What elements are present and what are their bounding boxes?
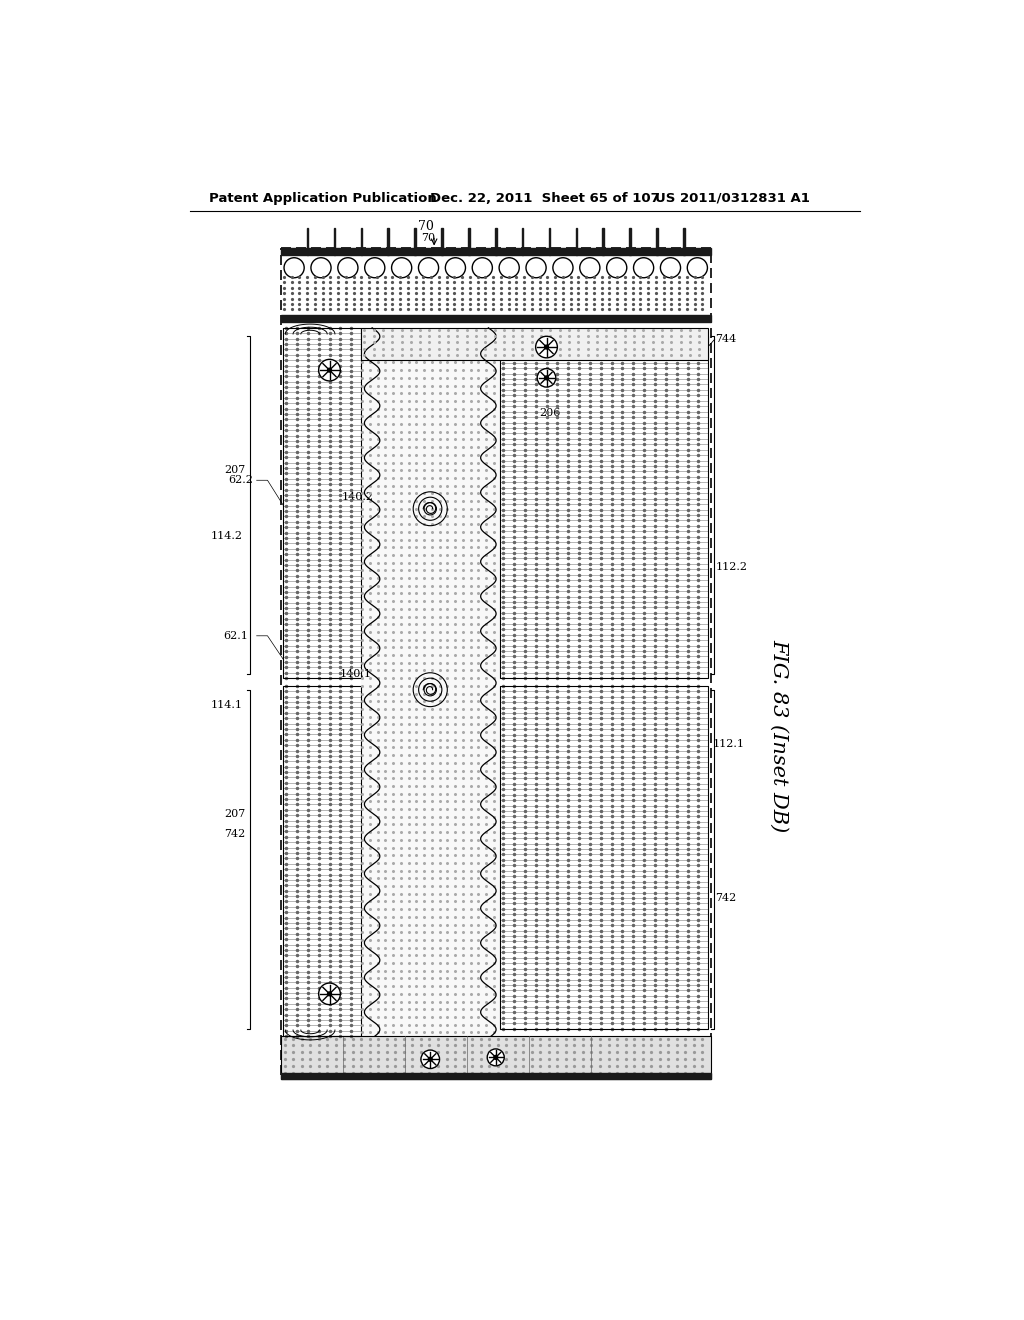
Text: US 2011/0312831 A1: US 2011/0312831 A1 [655,191,810,205]
Bar [500,335,709,678]
Bar [549,228,550,255]
Text: 114.1: 114.1 [211,700,243,710]
Bar [307,228,308,255]
Bar [281,248,711,255]
Text: 114.2: 114.2 [211,531,243,541]
Text: FIG. 83 (Inset DB): FIG. 83 (Inset DB) [769,639,788,833]
Bar [415,228,416,255]
Bar [500,686,709,1028]
Text: 742: 742 [716,892,736,903]
Circle shape [487,1049,504,1065]
Circle shape [494,1056,498,1059]
Text: 62.2: 62.2 [228,475,254,486]
Bar [630,228,631,255]
Bar [283,686,360,1036]
Text: 70: 70 [419,220,434,234]
Bar [281,315,711,322]
Bar [283,327,360,678]
Bar [495,228,497,255]
Text: 206: 206 [539,408,560,417]
Text: 70: 70 [421,234,435,243]
Circle shape [536,337,557,358]
Text: 742: 742 [224,829,246,840]
Circle shape [538,368,556,387]
Bar [500,335,709,678]
Circle shape [545,376,549,380]
Bar [656,228,657,255]
Bar [441,228,442,255]
Text: 207: 207 [224,465,246,475]
Circle shape [545,345,549,348]
Bar [360,327,709,360]
Text: 112.1: 112.1 [713,739,745,748]
Text: 112.2: 112.2 [716,561,748,572]
Bar [283,686,360,1036]
Text: 207: 207 [224,809,246,820]
Circle shape [428,1057,432,1061]
Bar [468,228,470,255]
Bar [360,228,362,255]
Bar [602,228,604,255]
Bar [360,327,500,1036]
Circle shape [421,1051,439,1069]
Bar [500,686,709,1028]
Circle shape [318,359,340,381]
Bar [522,228,523,255]
Bar [683,228,685,255]
Circle shape [318,983,340,1005]
Bar [387,228,389,255]
Bar [334,228,335,255]
Bar [283,327,360,678]
Text: 62.1: 62.1 [223,631,248,640]
Text: Dec. 22, 2011  Sheet 65 of 107: Dec. 22, 2011 Sheet 65 of 107 [430,191,660,205]
Bar [281,1073,711,1078]
Circle shape [328,991,332,995]
Text: Patent Application Publication: Patent Application Publication [209,191,437,205]
Text: 140.1: 140.1 [340,669,372,680]
Circle shape [328,368,332,372]
Text: 140.2: 140.2 [342,492,374,502]
Text: 744: 744 [716,334,736,345]
Bar [281,1036,711,1078]
Bar [575,228,578,255]
